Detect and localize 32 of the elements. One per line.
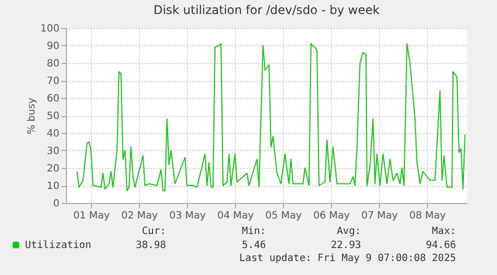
x-tick-label: 02 May [121, 210, 158, 222]
line-series [76, 43, 466, 192]
text: Min: [242, 226, 266, 237]
y-tick-label: 10 [46, 181, 60, 192]
x-tick-label: 07 May [361, 210, 398, 222]
text: 38.98 [136, 240, 166, 251]
x-tick-label: 03 May [169, 210, 206, 222]
y-tick-label: 20 [46, 164, 60, 174]
x-tick-label: 08 May [409, 210, 446, 222]
legend-label: Utilization [25, 240, 92, 251]
y-tick-label: 60 [46, 94, 60, 104]
y-tick-label: 90 [46, 41, 60, 52]
y-tick-label: 70 [46, 76, 60, 87]
text: 22.93 [330, 240, 361, 251]
text: Avg: [336, 226, 361, 237]
y-tick-label: 100 [40, 24, 60, 34]
y-tick-label: 30 [46, 146, 60, 157]
y-tick-label: 0 [53, 198, 60, 210]
y-tick-label: 80 [46, 58, 60, 70]
y-tick-label: 40 [46, 128, 60, 140]
x-tick-label: 06 May [313, 210, 350, 222]
x-tick-label: 01 May [73, 210, 110, 222]
x-tick-label: 04 May [217, 210, 254, 222]
text: 94.66 [426, 240, 456, 251]
text: Last update: Fri May 9 07:00:08 2025 [239, 253, 456, 264]
y-axis-title: % busy [26, 98, 38, 134]
text: Max: [432, 226, 456, 237]
text: 5.46 [242, 240, 266, 251]
x-tick-label: 05 May [265, 210, 302, 222]
chart-title: Disk utilization for /dev/sdo - by week [153, 3, 380, 17]
text: Cur: [142, 226, 166, 237]
y-tick-label: 50 [46, 111, 60, 122]
